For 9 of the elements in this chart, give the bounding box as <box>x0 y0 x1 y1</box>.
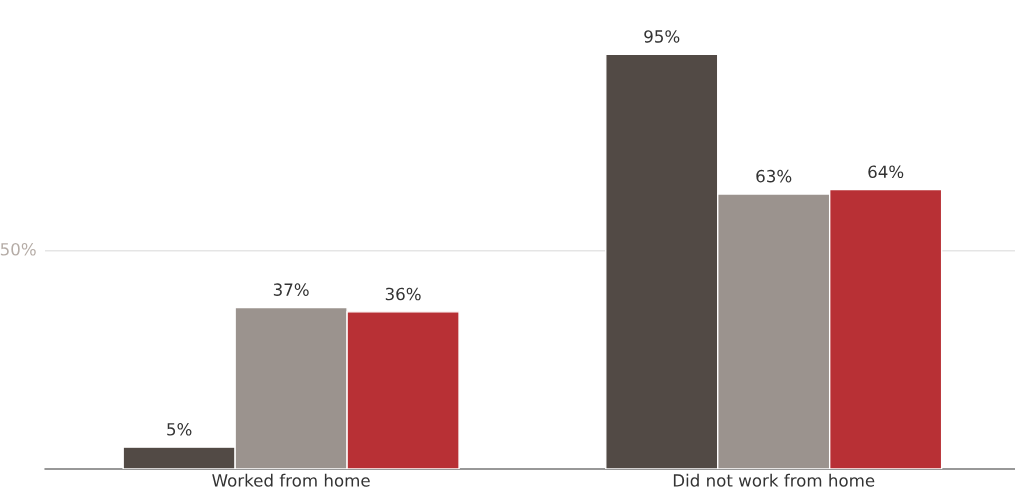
x-tick-label: Worked from home <box>212 473 370 487</box>
x-tick-label: Did not work from home <box>673 473 875 487</box>
data-label: 95% <box>644 30 680 43</box>
data-label: 5% <box>167 423 192 436</box>
data-label: 63% <box>756 169 792 183</box>
data-label: 36% <box>385 287 421 301</box>
ref-line-label: 50% <box>0 242 36 256</box>
data-label: 37% <box>273 283 309 296</box>
data-label: 64% <box>868 165 904 179</box>
